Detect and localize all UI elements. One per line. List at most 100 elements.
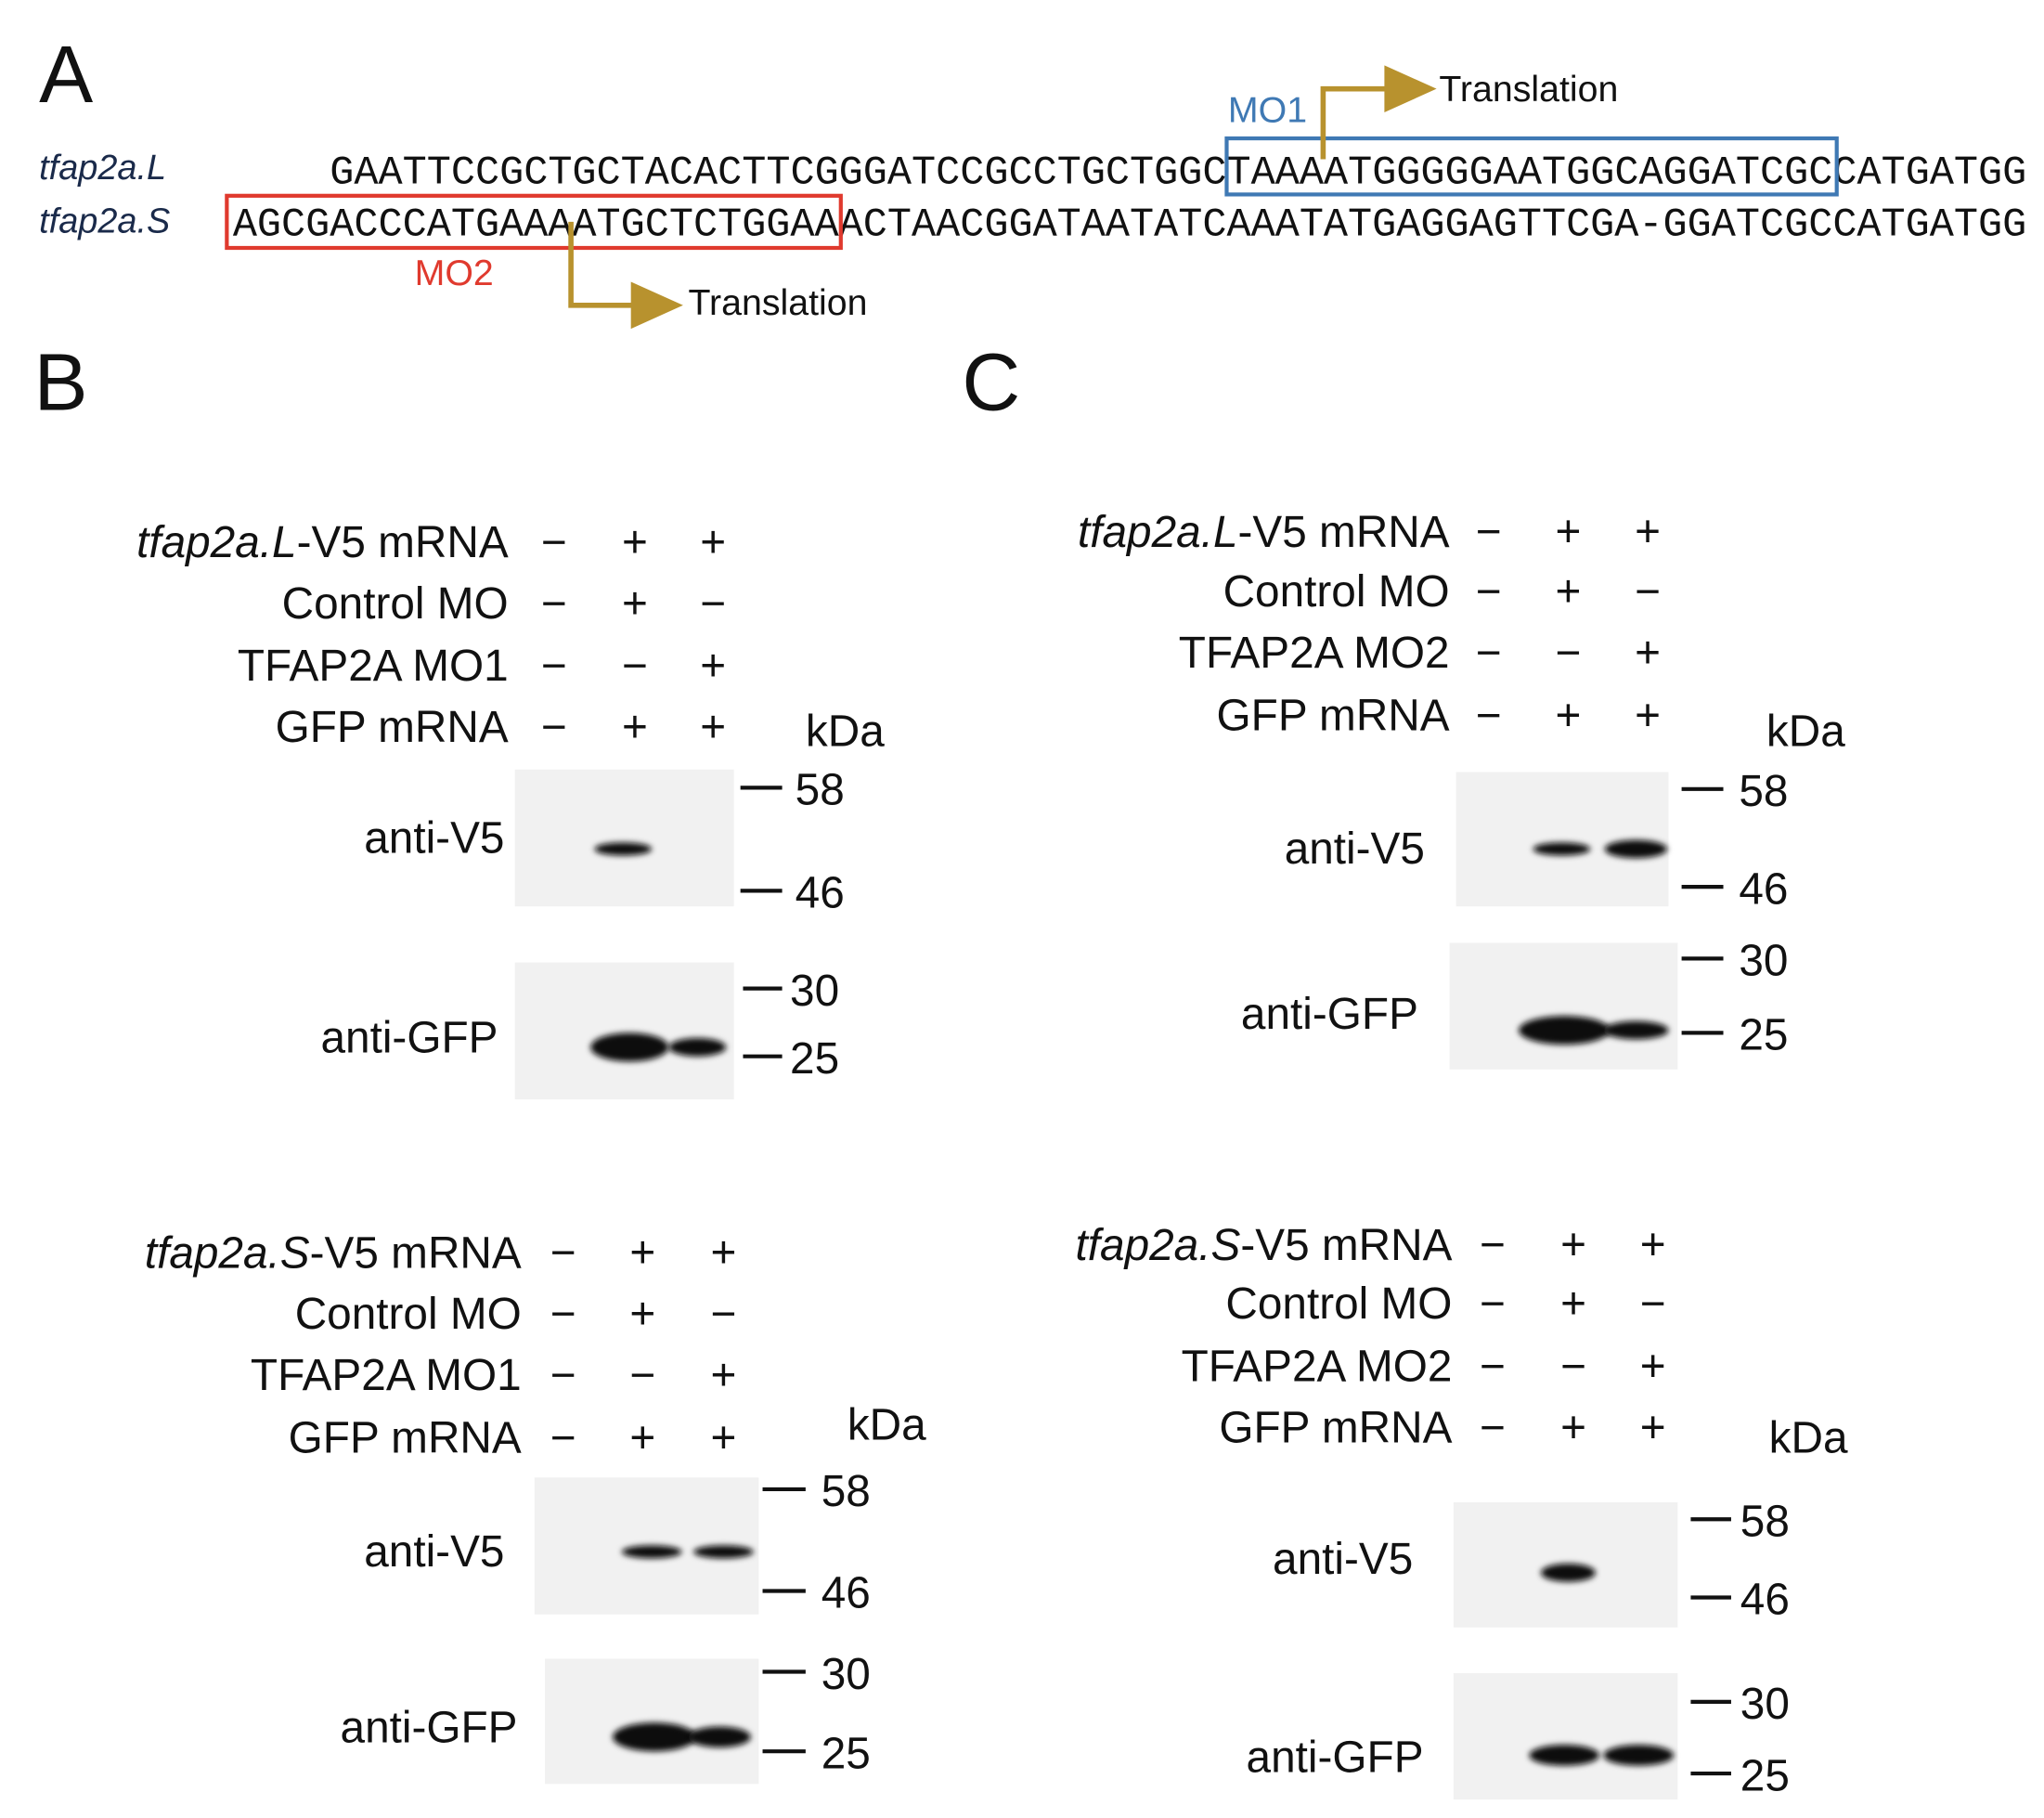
label-part: tfap2a.S [1076, 1221, 1241, 1270]
sign: + [1640, 1221, 1666, 1270]
panel-label: A [39, 30, 93, 120]
condition-label: tfap2a.S-V5 mRNA [145, 1228, 522, 1278]
arrow-head [630, 281, 683, 330]
condition-label: TFAP2A MO2 [1182, 1342, 1453, 1391]
condition-label: tfap2a.S-V5 mRNA [1076, 1221, 1453, 1270]
sign: − [1476, 629, 1502, 678]
label-part: -V5 mRNA [1238, 508, 1450, 557]
marker-label: 25 [1739, 1011, 1788, 1060]
marker-label: 46 [796, 869, 845, 918]
band [1603, 1020, 1669, 1040]
arrow [568, 221, 640, 308]
label-part: tfap2a.S [145, 1228, 310, 1278]
sign: + [1555, 692, 1581, 741]
sign: + [700, 518, 726, 567]
marker-label: 58 [1739, 767, 1788, 816]
sign: − [541, 579, 567, 629]
marker-label: 30 [790, 967, 839, 1016]
sign: + [1560, 1279, 1586, 1329]
band [1540, 1563, 1596, 1582]
sign: + [622, 703, 648, 752]
sequence-part: ACTAACGGATAATATCAAATATGAGGAGTTCGA-GGATCG… [839, 202, 2027, 248]
band [688, 1726, 751, 1747]
label-part: -V5 mRNA [1240, 1221, 1452, 1270]
sign: − [700, 579, 726, 629]
marker-label: 25 [821, 1729, 871, 1778]
sign: − [1480, 1279, 1506, 1329]
mo-label: MO2 [415, 253, 494, 293]
sign: − [622, 642, 648, 691]
marker-label: 58 [821, 1467, 871, 1516]
condition-label: GFP mRNA [1219, 1403, 1452, 1452]
sign: + [629, 1414, 655, 1463]
marker-label: 30 [821, 1650, 871, 1699]
sign: + [1560, 1221, 1586, 1270]
antibody-label: anti-GFP [1247, 1734, 1424, 1783]
sign: − [550, 1290, 576, 1339]
marker-label: 58 [796, 766, 845, 815]
condition-label: Control MO [1225, 1279, 1452, 1329]
sign: − [550, 1351, 576, 1400]
condition-label: TFAP2A MO1 [238, 642, 509, 691]
sequence-part: AGCGACCCATGAAAATGCTCTGGAA [233, 202, 840, 248]
sign: + [629, 1290, 655, 1339]
sign: − [1635, 567, 1661, 617]
marker-label: 30 [1739, 937, 1788, 986]
antibody-label: anti-V5 [1273, 1535, 1413, 1584]
sign: − [710, 1290, 736, 1339]
sign: − [1640, 1279, 1666, 1329]
band [621, 1545, 682, 1559]
condition-label: GFP mRNA [289, 1414, 522, 1463]
condition-label: GFP mRNA [1217, 692, 1450, 741]
label-part: -V5 mRNA [310, 1228, 522, 1278]
sign: − [1476, 508, 1502, 557]
marker-label: 25 [790, 1034, 839, 1084]
condition-label: Control MO [295, 1290, 522, 1339]
sign: + [700, 703, 726, 752]
sign: + [1640, 1403, 1666, 1452]
sign: − [550, 1414, 576, 1463]
condition-label: TFAP2A MO2 [1179, 629, 1450, 678]
blot-strip [514, 769, 734, 907]
sign: + [629, 1228, 655, 1278]
sign: − [541, 642, 567, 691]
sign: − [541, 703, 567, 752]
sign: + [1640, 1342, 1666, 1391]
gene-name: tfap2a.S [39, 201, 170, 240]
sign: + [1555, 567, 1581, 617]
band [594, 842, 653, 856]
blot-strip [514, 962, 734, 1100]
panel-label: C [962, 338, 1020, 428]
sequence-part: CATGATGG [1832, 150, 2026, 196]
marker-label: 30 [1740, 1680, 1790, 1729]
antibody-label: anti-V5 [364, 814, 504, 864]
band [1603, 1745, 1675, 1766]
arrow-head [1384, 65, 1437, 112]
sign: − [541, 518, 567, 567]
unit-label: kDa [806, 707, 885, 756]
condition-label: GFP mRNA [276, 703, 509, 752]
condition-label: TFAP2A MO1 [251, 1351, 522, 1400]
blot-strip [1455, 772, 1669, 907]
mo2-box [225, 193, 843, 251]
sign: − [1480, 1403, 1506, 1452]
sign: + [700, 642, 726, 691]
unit-label: kDa [1766, 707, 1845, 756]
sign: − [1480, 1342, 1506, 1391]
antibody-label: anti-V5 [364, 1527, 504, 1577]
antibody-label: anti-GFP [341, 1703, 518, 1752]
antibody-label: anti-GFP [320, 1013, 498, 1062]
band [693, 1545, 754, 1559]
sign: − [1476, 692, 1502, 741]
marker-label: 46 [821, 1569, 871, 1618]
unit-label: kDa [847, 1401, 926, 1450]
marker-label: 25 [1740, 1751, 1790, 1800]
blot-strip [1449, 942, 1678, 1070]
band [1519, 1016, 1611, 1045]
sign: + [1555, 508, 1581, 557]
band [1604, 839, 1668, 859]
condition-label: tfap2a.L-V5 mRNA [1078, 508, 1450, 557]
band [590, 1032, 669, 1062]
arrow-label: Translation [688, 282, 867, 323]
blot-strip [1453, 1672, 1678, 1800]
